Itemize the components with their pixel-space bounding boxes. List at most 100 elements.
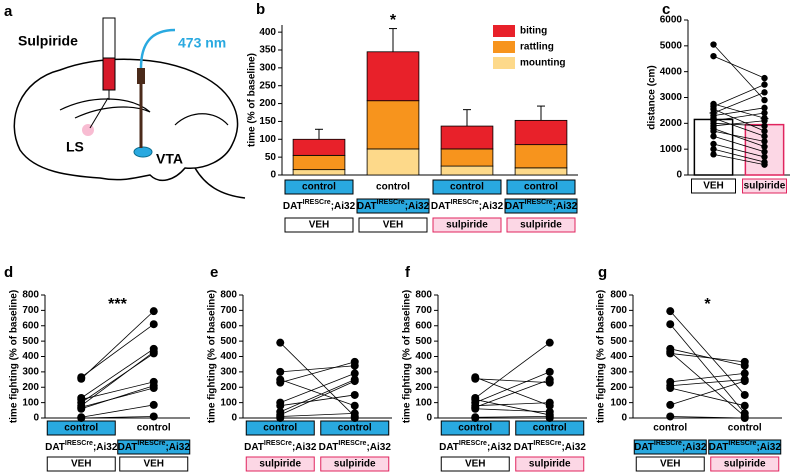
syringe-drug xyxy=(102,57,116,91)
bar-segment xyxy=(366,100,420,150)
panel-a-diagram: a Sulpiride 473 nm LS VTA xyxy=(4,3,246,199)
treatment-box xyxy=(245,456,315,472)
y-tick-label: 500 xyxy=(220,336,237,347)
treatment-label: VEH xyxy=(71,459,92,470)
stimulus-label: control xyxy=(450,182,484,193)
data-point xyxy=(710,133,717,140)
genotype-rest: ;Ai32 xyxy=(366,442,391,453)
pair-line xyxy=(713,107,765,116)
panel-c: c distance (cm) 0 1000 2000 3000 4000 5000 6000 V… xyxy=(647,1,790,194)
bar-segment xyxy=(514,167,568,176)
treatment-box xyxy=(119,456,189,472)
y-tick-label: 500 xyxy=(610,336,627,347)
panel-label: g xyxy=(598,264,607,281)
treatment-label: sulpiride xyxy=(724,459,766,470)
treatment-box xyxy=(432,217,502,233)
pair-line xyxy=(475,399,550,416)
bar-segment xyxy=(292,169,346,176)
data-point xyxy=(761,81,768,88)
treatment-box xyxy=(284,217,354,233)
legend-swatch xyxy=(493,25,515,37)
genotype-label: DATIRESCre;Ai32 xyxy=(634,440,707,453)
data-point xyxy=(77,374,86,383)
y-axis-label: time fighting (% of baseline) xyxy=(402,290,413,423)
data-point xyxy=(761,138,768,145)
genotype-rest: ;Ai32 xyxy=(561,442,586,453)
y-axis-label: time (% of baseline) xyxy=(247,53,258,147)
genotype-rest: ;Ai32 xyxy=(479,201,504,212)
treatment-box xyxy=(710,456,780,472)
y-tick-label: 500 xyxy=(415,336,432,347)
genotype-sup: IRESCre xyxy=(451,199,479,206)
genotype-rest: ;Ai32 xyxy=(553,201,578,212)
data-point xyxy=(350,401,359,410)
stimulus-label: control xyxy=(263,423,297,434)
y-axis-label: distance (cm) xyxy=(647,65,658,129)
y-axis-label: time fighting (% of baseline) xyxy=(596,290,607,423)
pair-line xyxy=(713,55,765,79)
y-tick-label: 300 xyxy=(259,62,276,73)
genotype-base: DAT xyxy=(45,442,65,453)
treatment-label: sulpiride xyxy=(446,220,488,231)
pair-line xyxy=(713,135,765,153)
y-tick-label: 3000 xyxy=(660,92,683,103)
data-point xyxy=(666,320,675,329)
stimulus-label: control xyxy=(524,182,558,193)
treatment-box xyxy=(742,178,787,194)
stimulus-label: control xyxy=(376,182,410,193)
genotype-sup: IRESCre xyxy=(338,440,366,447)
stimulus-label: control xyxy=(137,423,171,434)
genotype-sup: IRESCre xyxy=(264,440,292,447)
brain-outline xyxy=(13,58,239,182)
data-point xyxy=(276,401,285,410)
data-point xyxy=(276,338,285,347)
genotype-label: DATIRESCre;Ai32 xyxy=(244,440,317,453)
pair-line xyxy=(475,379,550,408)
y-tick-label: 600 xyxy=(22,320,39,331)
genotype-sup: IRESCre xyxy=(303,199,331,206)
pair-line xyxy=(713,122,765,127)
significance: * xyxy=(390,12,397,29)
pair-line xyxy=(670,373,745,383)
y-tick-label: 400 xyxy=(220,351,237,362)
data-point xyxy=(761,148,768,155)
genotype-label: DATIRESCre;Ai32 xyxy=(319,440,392,453)
panel-g: g time fighting (% of baseline) 0 100 200 300… xyxy=(596,264,782,472)
pair-line xyxy=(713,44,765,101)
data-point xyxy=(761,133,768,140)
data-point xyxy=(761,143,768,150)
data-point xyxy=(761,89,768,96)
data-point xyxy=(545,367,554,376)
stimulus-label: control xyxy=(728,423,762,434)
pair-line xyxy=(713,143,765,158)
treatment-label: sulpiride xyxy=(259,459,301,470)
y-tick-label: 500 xyxy=(22,336,39,347)
data-point xyxy=(545,375,554,384)
y-tick-label: 350 xyxy=(259,45,276,56)
stimulus-label: control xyxy=(458,423,492,434)
data-point xyxy=(761,104,768,112)
pair-line xyxy=(475,408,550,413)
genotype-rest: ;Ai32 xyxy=(682,442,707,453)
genotype-base: DAT xyxy=(709,442,729,453)
genotype-box xyxy=(117,439,191,455)
y-tick-label: 100 xyxy=(415,397,432,408)
bar-segment xyxy=(366,148,420,176)
genotype-sup: IRESCre xyxy=(137,440,165,447)
genotype-box xyxy=(504,198,578,214)
y-tick-label: 600 xyxy=(610,320,627,331)
pair-line xyxy=(713,108,765,132)
bar-segment xyxy=(440,165,494,176)
data-point xyxy=(761,122,768,130)
genotype-rest: ;Ai32 xyxy=(756,442,781,453)
y-tick-label: 200 xyxy=(220,382,237,393)
data-point xyxy=(761,96,768,104)
stimulus-box xyxy=(284,179,354,195)
y-tick-label: 800 xyxy=(220,290,237,301)
genotype-label: DATIRESCre;Ai32 xyxy=(357,199,430,212)
pair-line xyxy=(280,361,355,384)
y-tick-label: 100 xyxy=(220,397,237,408)
y-tick-label: 2000 xyxy=(660,118,683,129)
